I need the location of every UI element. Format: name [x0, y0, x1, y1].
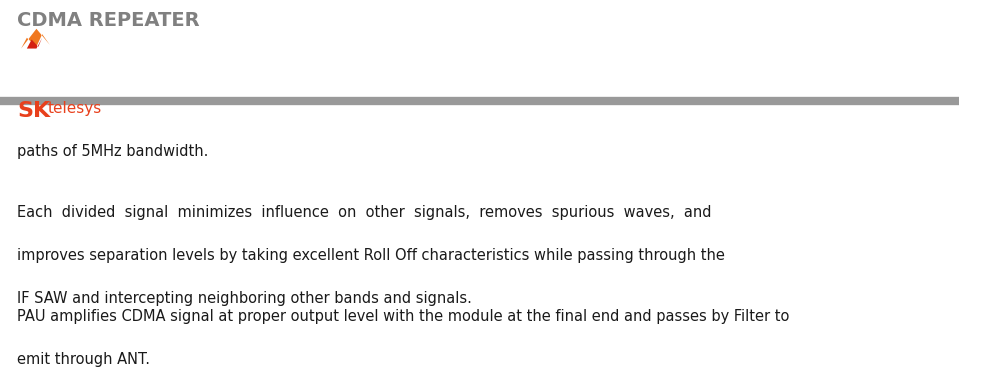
- Text: IF SAW and intercepting neighboring other bands and signals.: IF SAW and intercepting neighboring othe…: [18, 292, 472, 306]
- Polygon shape: [27, 38, 42, 49]
- Text: Each  divided  signal  minimizes  influence  on  other  signals,  removes  spuri: Each divided signal minimizes influence …: [18, 205, 712, 220]
- Text: telesys: telesys: [48, 101, 102, 116]
- Text: PAU amplifies CDMA signal at proper output level with the module at the final en: PAU amplifies CDMA signal at proper outp…: [18, 309, 789, 324]
- Polygon shape: [21, 29, 50, 49]
- Text: improves separation levels by taking excellent Roll Off characteristics while pa: improves separation levels by taking exc…: [18, 248, 725, 263]
- Text: paths of 5MHz bandwidth.: paths of 5MHz bandwidth.: [18, 144, 208, 159]
- Text: emit through ANT.: emit through ANT.: [18, 352, 150, 368]
- Text: CDMA REPEATER: CDMA REPEATER: [18, 11, 200, 30]
- Text: SK: SK: [18, 101, 50, 121]
